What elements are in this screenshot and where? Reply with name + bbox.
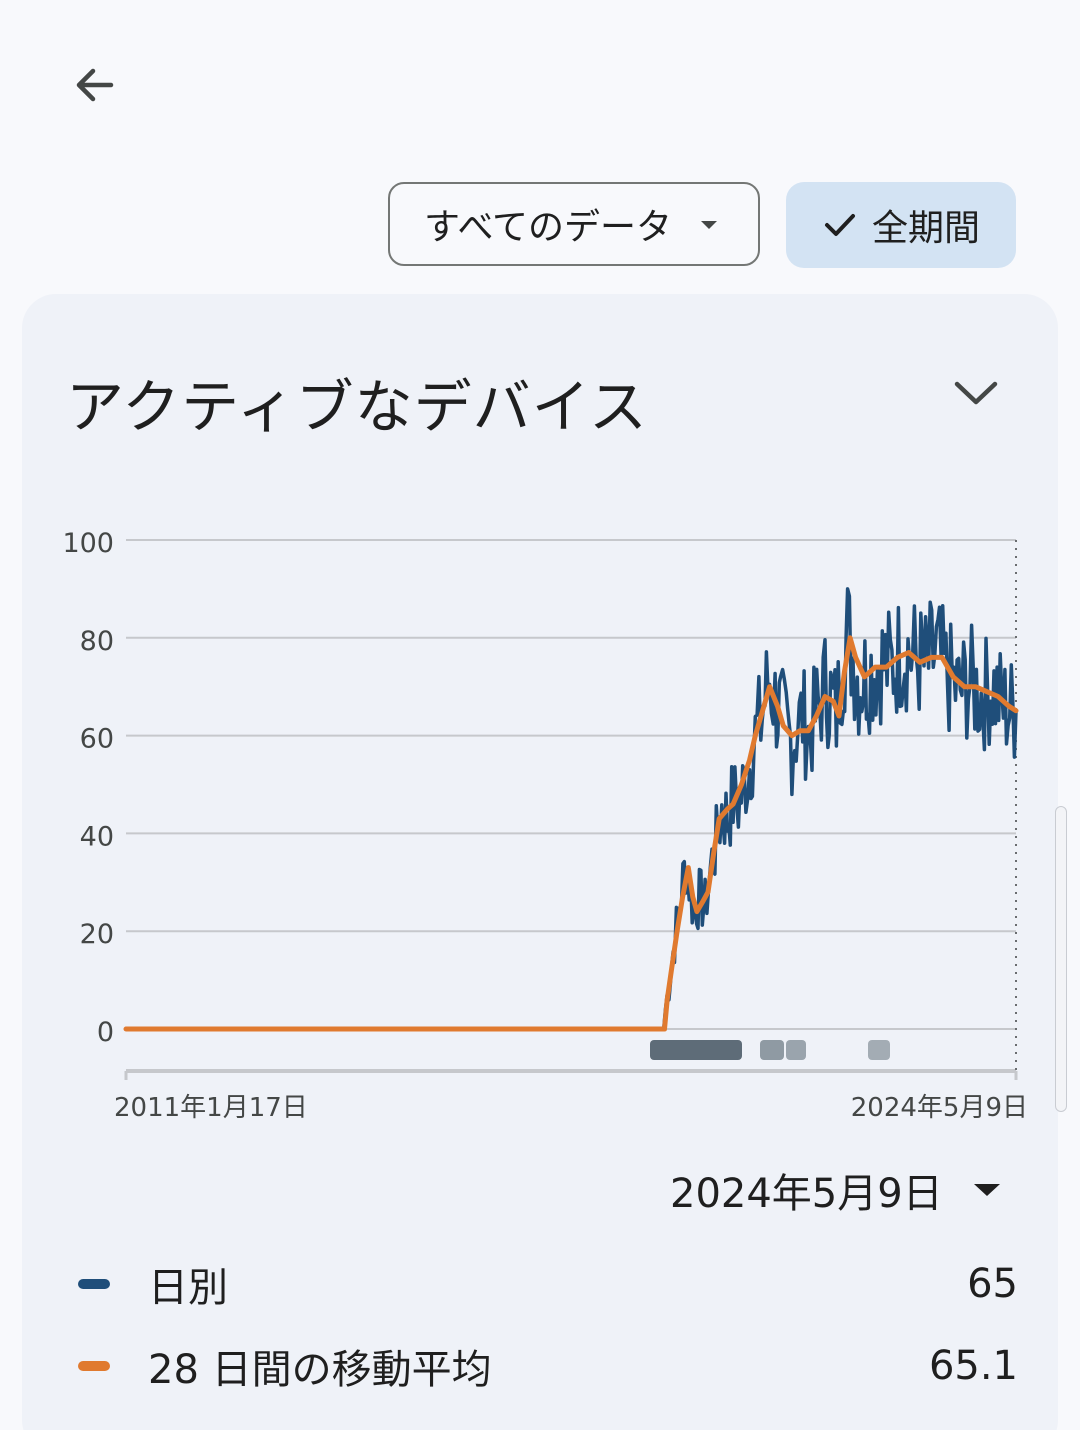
arrow-back-icon xyxy=(76,68,114,102)
chevron-down-icon xyxy=(954,381,998,405)
active-devices-card: アクティブなデバイス 2024年5月9日 日別 65 28 日間の移動平均 65… xyxy=(22,294,1058,1430)
legend-row-daily: 日別 65 xyxy=(78,1254,1018,1314)
y-tick-label: 100 xyxy=(62,528,114,559)
x-end-label: 2024年5月9日 xyxy=(851,1093,1028,1123)
back-button[interactable] xyxy=(52,42,138,128)
all-period-label: 全期間 xyxy=(872,208,981,249)
event-marker xyxy=(650,1040,742,1060)
y-tick-label: 20 xyxy=(80,919,114,950)
check-icon xyxy=(824,212,856,238)
legend-swatch-moving-average xyxy=(78,1361,110,1371)
active-devices-chart: 100 80 60 40 20 0 2011年1月17日 2024年5月9日 xyxy=(62,528,1028,1123)
date-selector[interactable]: 2024年5月9日 xyxy=(670,1160,1001,1220)
event-marker xyxy=(868,1040,890,1060)
legend-label: 28 日間の移動平均 xyxy=(148,1347,492,1393)
legend-value: 65.1 xyxy=(928,1343,1018,1389)
dropdown-caret-icon xyxy=(973,1183,1001,1197)
data-filter-dropdown[interactable]: すべてのデータ xyxy=(388,182,760,266)
card-title: アクティブなデバイス xyxy=(66,373,648,441)
selected-date: 2024年5月9日 xyxy=(670,1171,943,1217)
y-tick-label: 60 xyxy=(80,724,114,755)
legend-row-moving-average: 28 日間の移動平均 65.1 xyxy=(78,1336,1018,1396)
x-start-label: 2011年1月17日 xyxy=(114,1093,308,1123)
event-marker xyxy=(760,1040,784,1060)
data-filter-label: すべてのデータ xyxy=(424,207,673,248)
legend-label: 日別 xyxy=(148,1265,228,1311)
legend-value: 65 xyxy=(967,1261,1018,1307)
collapse-button[interactable] xyxy=(940,362,1012,424)
dropdown-caret-icon xyxy=(701,221,717,229)
y-tick-label: 80 xyxy=(80,626,114,657)
y-tick-label: 0 xyxy=(97,1017,114,1048)
series-line-moving-average xyxy=(123,635,1019,1032)
legend-swatch-daily xyxy=(78,1279,110,1289)
scrollbar-thumb[interactable] xyxy=(1055,806,1067,1112)
event-marker xyxy=(786,1040,806,1060)
y-tick-label: 40 xyxy=(80,821,114,852)
all-period-chip[interactable]: 全期間 xyxy=(786,182,1016,268)
series-line-daily xyxy=(125,587,1018,1031)
